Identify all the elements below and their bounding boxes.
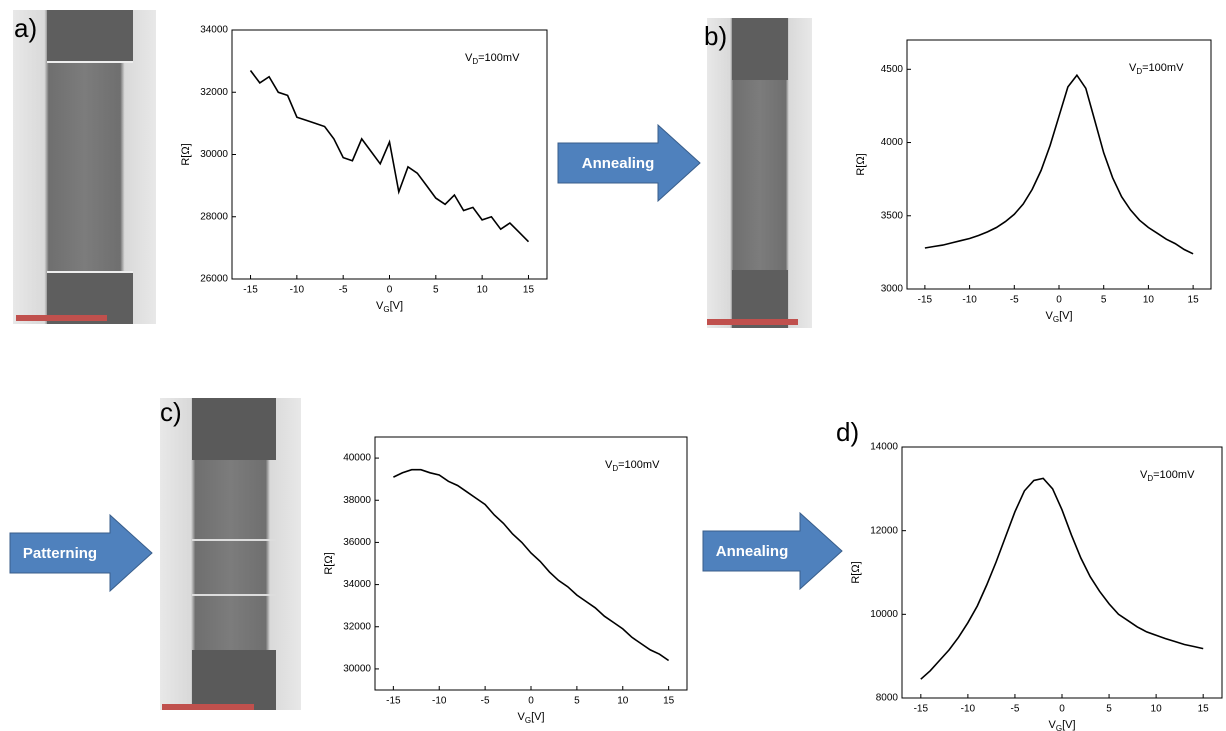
data-line <box>921 478 1203 679</box>
y-tick-label: 30000 <box>200 149 228 160</box>
panel-label: d) <box>836 417 859 447</box>
plot-frame <box>375 437 687 690</box>
y-tick-label: 12000 <box>870 525 898 536</box>
x-tick-label: 0 <box>1056 295 1062 306</box>
annotation: VD=100mV <box>605 459 660 473</box>
x-tick-label: -15 <box>918 295 933 306</box>
x-tick-label: 15 <box>663 696 675 707</box>
data-line <box>925 75 1193 254</box>
page: {"panels": ["a)", "b)", "c)", "d)"], "ar… <box>0 0 1226 731</box>
x-tick-label: -10 <box>962 295 977 306</box>
y-tick-label: 28000 <box>200 211 228 222</box>
x-tick-label: 15 <box>1198 704 1210 715</box>
x-tick-label: -10 <box>432 696 447 707</box>
panel-label: a) <box>14 13 37 43</box>
y-tick-label: 26000 <box>200 274 228 285</box>
y-tick-label: 34000 <box>200 25 228 36</box>
figure: Annealing Patterning Annealing a) b) c) … <box>0 0 1226 731</box>
y-axis-label: R[Ω] <box>850 561 862 583</box>
x-tick-label: -15 <box>243 285 258 296</box>
y-tick-label: 32000 <box>200 87 228 98</box>
panel-label: c) <box>160 397 182 427</box>
x-tick-label: -5 <box>1010 295 1019 306</box>
y-axis-label: R[Ω] <box>323 552 335 574</box>
x-tick-label: 10 <box>617 696 629 707</box>
y-tick-label: 34000 <box>343 579 371 590</box>
x-axis-label: VG[V] <box>517 711 544 725</box>
data-line <box>393 470 668 661</box>
x-tick-label: 5 <box>1101 295 1107 306</box>
x-tick-label: 15 <box>1188 295 1200 306</box>
x-tick-label: -5 <box>339 285 348 296</box>
y-tick-label: 38000 <box>343 495 371 506</box>
x-tick-label: 5 <box>574 696 580 707</box>
y-axis-label: R[Ω] <box>855 153 867 175</box>
y-tick-label: 36000 <box>343 537 371 548</box>
y-tick-label: 3500 <box>881 210 904 221</box>
x-tick-label: 0 <box>387 285 393 296</box>
y-tick-label: 10000 <box>870 609 898 620</box>
data-line <box>251 71 529 242</box>
panel-label: b) <box>704 21 727 51</box>
x-tick-label: -5 <box>1010 704 1019 715</box>
x-axis-label: VG[V] <box>1048 719 1075 731</box>
plot-frame <box>232 30 547 279</box>
arrow-label: Annealing <box>716 543 789 560</box>
y-tick-label: 4500 <box>881 64 904 75</box>
annotation: VD=100mV <box>1140 469 1195 483</box>
plot-frame <box>907 40 1211 289</box>
y-tick-label: 3000 <box>881 284 904 295</box>
y-tick-label: 32000 <box>343 621 371 632</box>
y-tick-label: 8000 <box>876 693 899 704</box>
sem-image <box>160 398 301 710</box>
x-tick-label: 10 <box>477 285 489 296</box>
x-axis-label: VG[V] <box>376 300 403 314</box>
sem-image <box>13 10 156 324</box>
x-tick-label: 5 <box>433 285 439 296</box>
sem-image <box>707 18 812 328</box>
y-axis-label: R[Ω] <box>180 143 192 165</box>
arrow-label: Patterning <box>23 545 97 562</box>
x-tick-label: 5 <box>1106 704 1112 715</box>
arrow-label: Annealing <box>582 155 655 172</box>
x-axis-label: VG[V] <box>1045 310 1072 324</box>
annotation: VD=100mV <box>1129 62 1184 76</box>
x-tick-label: 10 <box>1143 295 1155 306</box>
x-tick-label: -10 <box>290 285 305 296</box>
plot-frame <box>902 447 1222 698</box>
x-tick-label: 15 <box>523 285 535 296</box>
y-tick-label: 4000 <box>881 137 904 148</box>
x-tick-label: -5 <box>481 696 490 707</box>
x-tick-label: -10 <box>961 704 976 715</box>
x-tick-label: 10 <box>1151 704 1163 715</box>
x-tick-label: 0 <box>528 696 534 707</box>
x-tick-label: -15 <box>914 704 929 715</box>
y-tick-label: 14000 <box>870 442 898 453</box>
x-tick-label: -15 <box>386 696 401 707</box>
x-tick-label: 0 <box>1059 704 1065 715</box>
annotation: VD=100mV <box>465 52 520 66</box>
y-tick-label: 30000 <box>343 664 371 675</box>
y-tick-label: 40000 <box>343 453 371 464</box>
